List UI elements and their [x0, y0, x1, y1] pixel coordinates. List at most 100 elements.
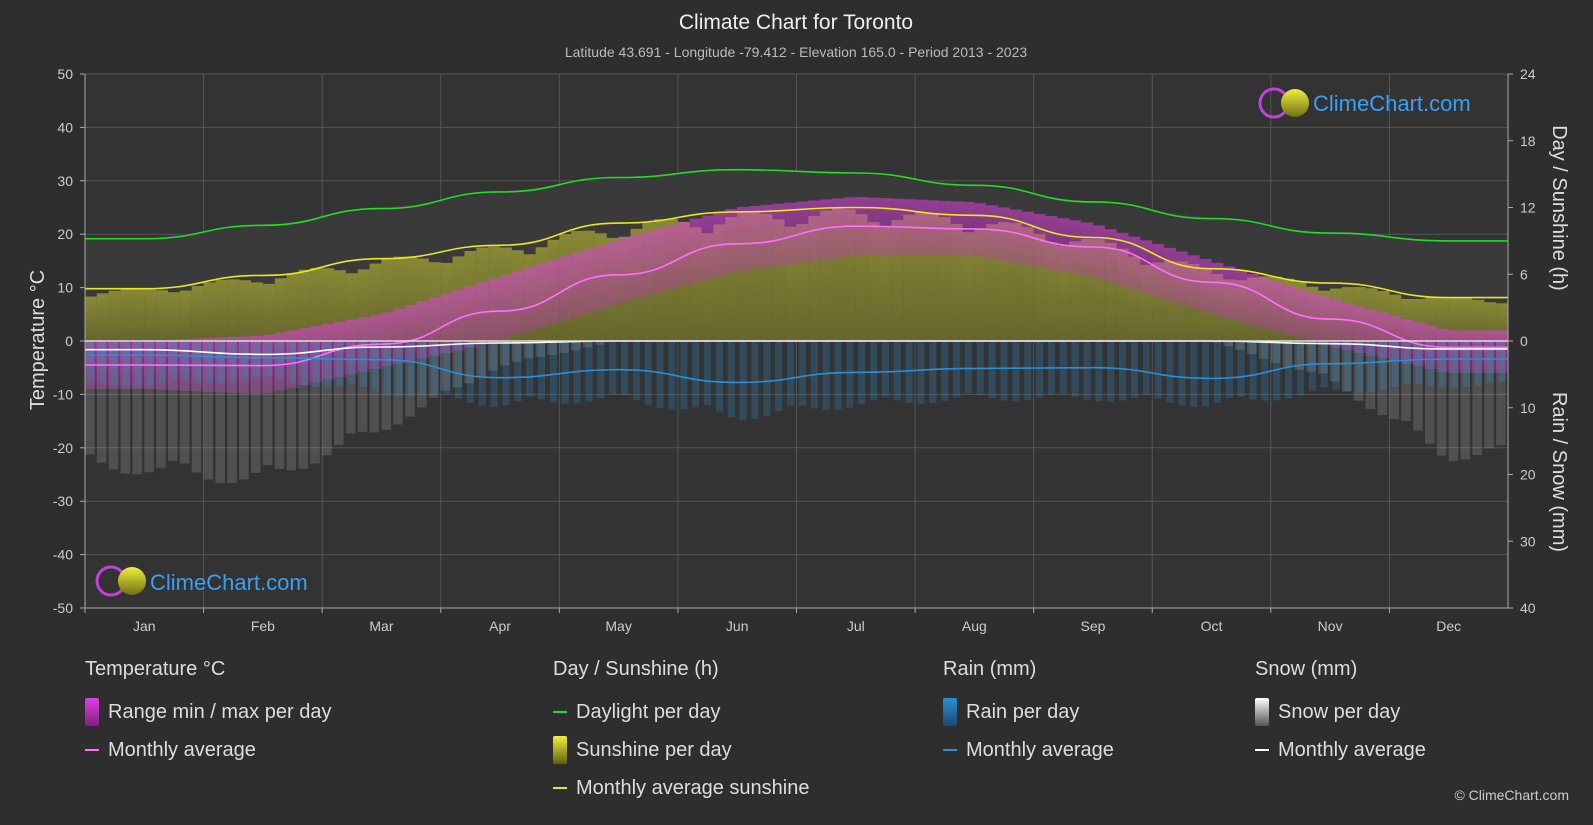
right-tick-label-hours: 6: [1520, 266, 1528, 282]
snow-bar: [594, 341, 605, 345]
rain-bar: [466, 341, 474, 403]
rain-bar: [881, 341, 889, 398]
sunshine-bar: [1460, 298, 1473, 341]
snow-bar: [357, 341, 368, 432]
rain-swatch-icon: [943, 698, 957, 726]
sunshine-bar: [108, 290, 122, 341]
rain-bar: [822, 341, 830, 411]
x-tick-label: Nov: [1318, 618, 1343, 634]
rain-bar: [1439, 341, 1447, 388]
snow-bar: [1270, 341, 1281, 364]
left-tick-label: 20: [57, 226, 73, 242]
rain-bar: [1024, 341, 1032, 401]
rain-bar: [1415, 341, 1423, 385]
snow-bar: [262, 341, 273, 466]
temp-range-bar: [417, 301, 430, 359]
snow-bar: [559, 341, 569, 353]
left-tick-label: -10: [53, 386, 73, 402]
snow-bar: [488, 341, 498, 371]
logo-sun-icon: [1281, 89, 1309, 117]
temp-range-bar: [571, 252, 584, 317]
rain-bar: [194, 341, 202, 383]
temp-range-bar: [440, 293, 454, 354]
snow-bar: [298, 341, 308, 469]
legend-label: Daylight per day: [576, 700, 721, 723]
rain-bar: [1451, 341, 1459, 388]
legend-heading: Snow (mm): [1255, 658, 1358, 680]
legend-item: Monthly average sunshine: [553, 769, 809, 807]
legend-snow: Snow (mm) Snow per day Monthly average: [1255, 658, 1426, 769]
sunshine-bar: [962, 232, 975, 341]
snow-swatch-icon: [1255, 698, 1269, 726]
brand-logo-bottom[interactable]: ClimeChart.com: [95, 565, 308, 597]
sunshine-bar: [310, 268, 323, 341]
legend-item: Range min / max per day: [85, 693, 331, 731]
rain-bar: [1071, 341, 1079, 398]
rain-avg-line-icon: [943, 749, 957, 751]
snow-bar: [583, 341, 593, 348]
snow-bar: [1235, 341, 1245, 350]
snow-bar: [1282, 341, 1293, 367]
rain-bar: [502, 341, 510, 406]
legend-label: Rain per day: [966, 700, 1080, 723]
legend-label: Monthly average sunshine: [576, 776, 810, 799]
snow-bar: [345, 341, 356, 434]
snow-bar: [1365, 341, 1376, 409]
snow-bar: [1223, 341, 1233, 347]
x-tick-label: Aug: [962, 618, 987, 634]
sunshine-bar: [251, 282, 264, 341]
rain-bar: [775, 341, 783, 412]
rain-bar: [277, 341, 285, 380]
snow-bar: [476, 341, 486, 378]
brand-logo-top[interactable]: ClimeChart.com: [1258, 87, 1471, 119]
temp-range-bar: [606, 241, 620, 306]
rain-bar: [1344, 341, 1352, 392]
snow-bar: [1401, 341, 1411, 421]
snow-bar: [334, 341, 344, 445]
snow-bar: [428, 341, 439, 398]
temp-range-bar: [1223, 266, 1236, 320]
sunshine-bar: [227, 279, 240, 341]
right-tick-label-mm: 10: [1520, 400, 1536, 416]
temp-range-bar: [1211, 262, 1224, 316]
daylight-line: [84, 168, 1508, 242]
legend-item: Snow per day: [1255, 693, 1426, 731]
snow-bar: [1341, 341, 1352, 392]
rain-bar: [360, 341, 368, 388]
sunshine-bar: [215, 280, 228, 341]
temp-range-bar: [464, 286, 477, 348]
temp-range-bar: [310, 326, 323, 383]
sunshine-bar: [120, 289, 133, 341]
sunshine-bar: [144, 289, 157, 341]
rain-bar: [1178, 341, 1186, 406]
temp-range-bar: [820, 199, 833, 260]
snow-bar: [452, 341, 463, 388]
temp-range-bar: [547, 260, 560, 325]
x-tick-label: Feb: [251, 618, 275, 634]
snow-bar: [120, 341, 131, 474]
temp-range-bar: [974, 203, 987, 257]
legend-item: Monthly average: [943, 731, 1114, 769]
rain-bar: [751, 341, 759, 419]
snow-bar: [464, 341, 474, 384]
snow-bar: [1247, 341, 1257, 355]
rain-bar: [1190, 341, 1198, 407]
sunshine-bar: [298, 269, 311, 341]
snow-bar: [1353, 341, 1364, 401]
temp-range-bar: [594, 245, 608, 310]
sunshine-bar: [262, 283, 276, 341]
rain-bar: [419, 341, 427, 397]
sunshine-bar: [879, 227, 892, 341]
snow-bar: [500, 341, 510, 366]
x-tick-label: Jun: [726, 618, 749, 634]
right-tick-label-mm: 30: [1520, 533, 1536, 549]
left-tick-label: 30: [57, 173, 73, 189]
temp-range-bar: [666, 225, 679, 290]
temp-range-bar: [760, 204, 774, 268]
temp-range-bar: [749, 205, 762, 270]
rain-bar: [715, 341, 723, 412]
rain-bar: [454, 341, 463, 399]
temp-range-bar: [1389, 315, 1402, 362]
rain-avg-line: [85, 354, 1508, 384]
temp-range-bar: [784, 202, 797, 265]
